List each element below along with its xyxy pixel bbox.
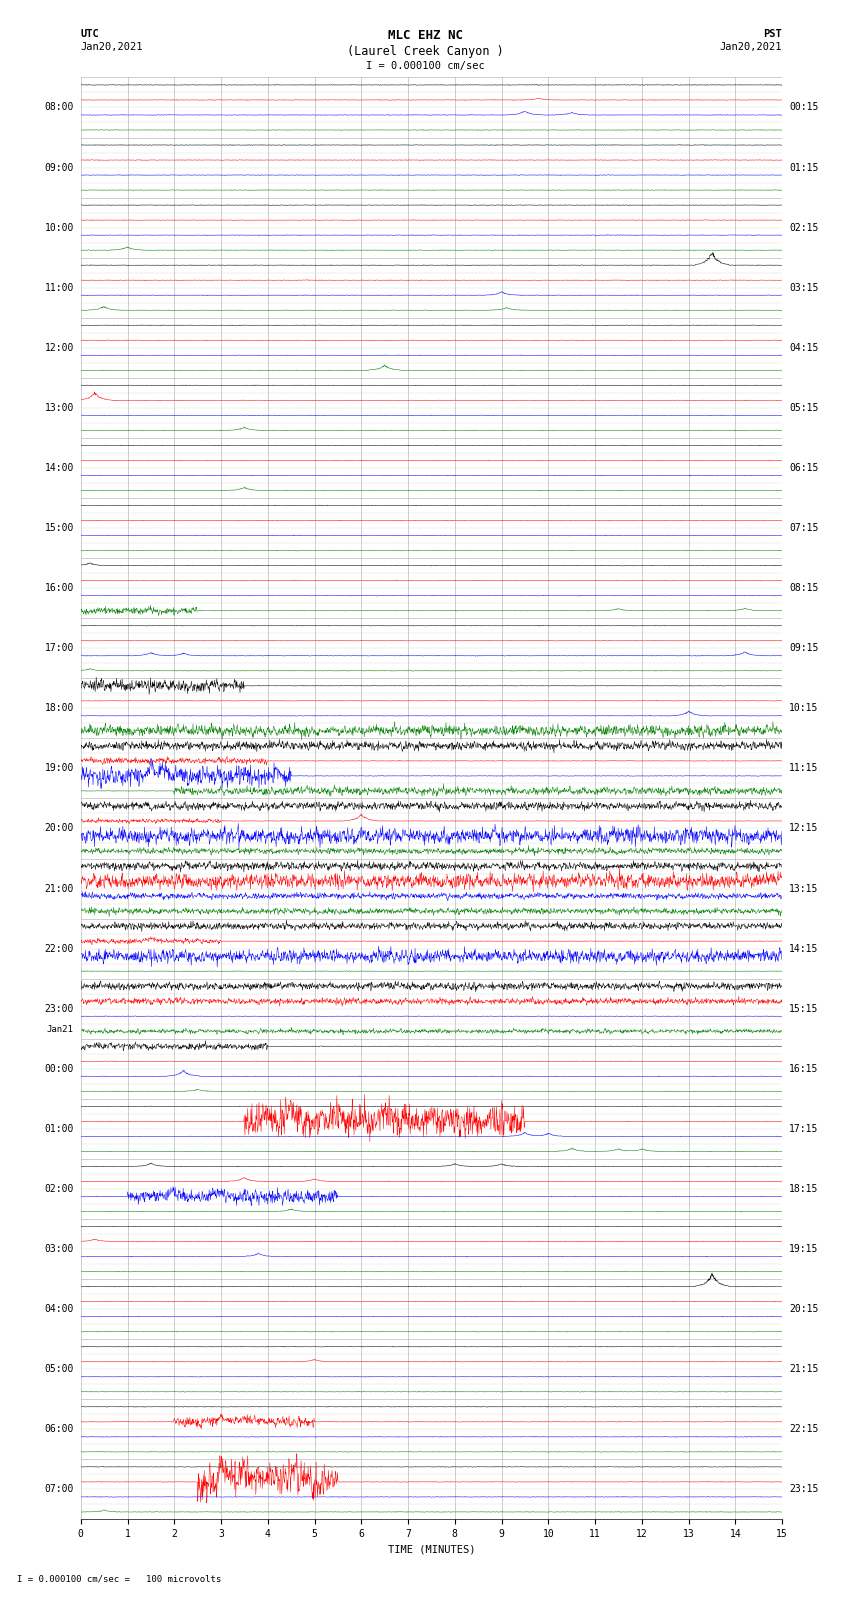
Text: 03:15: 03:15 — [789, 282, 819, 292]
Text: 12:00: 12:00 — [44, 344, 74, 353]
Text: 05:00: 05:00 — [44, 1365, 74, 1374]
Text: 23:00: 23:00 — [44, 1003, 74, 1013]
Text: MLC EHZ NC: MLC EHZ NC — [388, 29, 462, 42]
Text: 02:15: 02:15 — [789, 223, 819, 232]
Text: 06:00: 06:00 — [44, 1424, 74, 1434]
Text: 04:15: 04:15 — [789, 344, 819, 353]
Text: 19:00: 19:00 — [44, 763, 74, 773]
Text: 08:15: 08:15 — [789, 584, 819, 594]
Text: 16:15: 16:15 — [789, 1065, 819, 1074]
Text: 05:15: 05:15 — [789, 403, 819, 413]
Text: I = 0.000100 cm/sec =   100 microvolts: I = 0.000100 cm/sec = 100 microvolts — [17, 1574, 221, 1584]
Text: 01:00: 01:00 — [44, 1124, 74, 1134]
Text: 19:15: 19:15 — [789, 1244, 819, 1253]
Text: 06:15: 06:15 — [789, 463, 819, 473]
Text: 15:15: 15:15 — [789, 1003, 819, 1013]
Text: 10:15: 10:15 — [789, 703, 819, 713]
Text: 10:00: 10:00 — [44, 223, 74, 232]
Text: 12:15: 12:15 — [789, 824, 819, 834]
Text: 14:00: 14:00 — [44, 463, 74, 473]
Text: 17:00: 17:00 — [44, 644, 74, 653]
Text: PST: PST — [763, 29, 782, 39]
Text: 21:00: 21:00 — [44, 884, 74, 894]
Text: 02:00: 02:00 — [44, 1184, 74, 1194]
Text: 13:15: 13:15 — [789, 884, 819, 894]
Text: 18:00: 18:00 — [44, 703, 74, 713]
Text: Jan21: Jan21 — [47, 1026, 74, 1034]
Text: 17:15: 17:15 — [789, 1124, 819, 1134]
Text: 13:00: 13:00 — [44, 403, 74, 413]
Text: 07:00: 07:00 — [44, 1484, 74, 1494]
Text: 11:15: 11:15 — [789, 763, 819, 773]
Text: 23:15: 23:15 — [789, 1484, 819, 1494]
Text: Jan20,2021: Jan20,2021 — [719, 42, 782, 52]
Text: (Laurel Creek Canyon ): (Laurel Creek Canyon ) — [347, 45, 503, 58]
Text: 16:00: 16:00 — [44, 584, 74, 594]
Text: 09:00: 09:00 — [44, 163, 74, 173]
Text: 09:15: 09:15 — [789, 644, 819, 653]
Text: 00:00: 00:00 — [44, 1065, 74, 1074]
Text: 04:00: 04:00 — [44, 1305, 74, 1315]
Text: 22:15: 22:15 — [789, 1424, 819, 1434]
Text: 11:00: 11:00 — [44, 282, 74, 292]
Text: 14:15: 14:15 — [789, 944, 819, 953]
Text: 21:15: 21:15 — [789, 1365, 819, 1374]
Text: I = 0.000100 cm/sec: I = 0.000100 cm/sec — [366, 61, 484, 71]
Text: 22:00: 22:00 — [44, 944, 74, 953]
Text: 07:15: 07:15 — [789, 523, 819, 532]
Text: 00:15: 00:15 — [789, 103, 819, 113]
Text: UTC: UTC — [81, 29, 99, 39]
Text: 08:00: 08:00 — [44, 103, 74, 113]
Text: Jan20,2021: Jan20,2021 — [81, 42, 144, 52]
X-axis label: TIME (MINUTES): TIME (MINUTES) — [388, 1545, 475, 1555]
Text: 01:15: 01:15 — [789, 163, 819, 173]
Text: 03:00: 03:00 — [44, 1244, 74, 1253]
Text: 20:00: 20:00 — [44, 824, 74, 834]
Text: 18:15: 18:15 — [789, 1184, 819, 1194]
Text: 20:15: 20:15 — [789, 1305, 819, 1315]
Text: 15:00: 15:00 — [44, 523, 74, 532]
